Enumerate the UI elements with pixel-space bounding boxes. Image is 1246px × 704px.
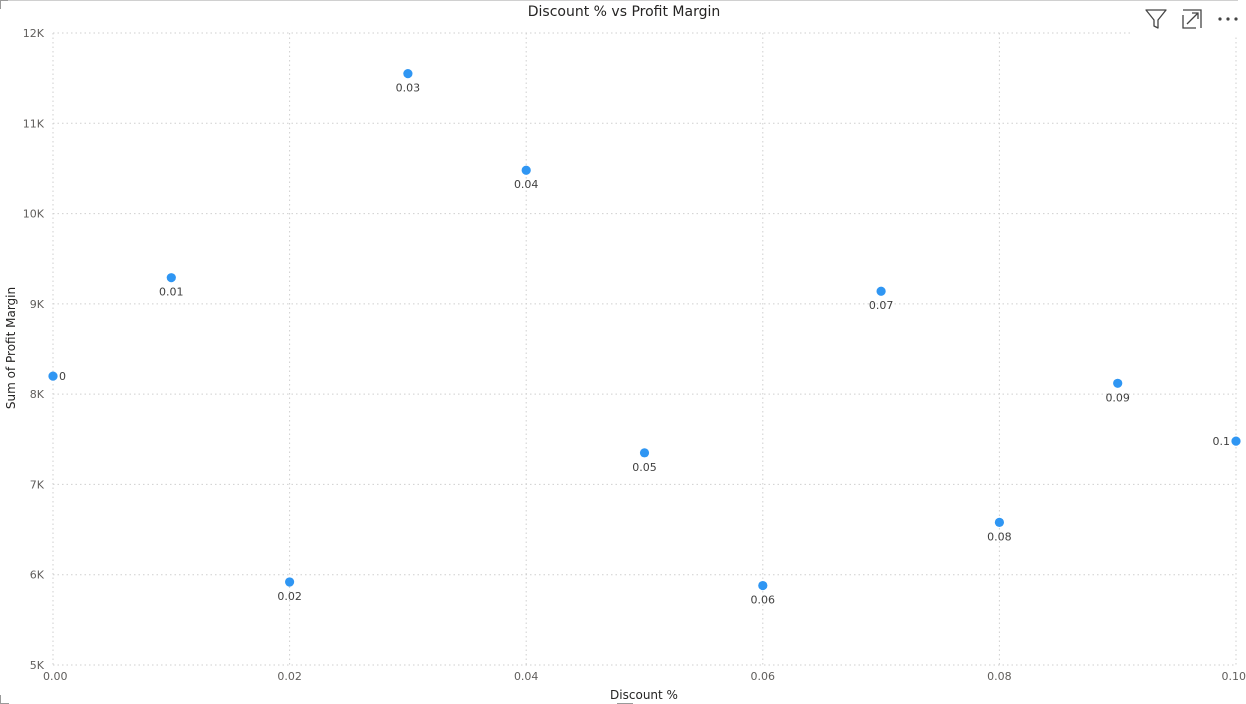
data-points: 0 0.01 0.02 0.03 0.04 0.05 0.06 0.07 0.08 0.09 0.1 bbox=[48, 69, 1241, 607]
data-point[interactable] bbox=[521, 165, 531, 175]
x-tick-label: 0.02 bbox=[277, 670, 302, 683]
focus-mode-button[interactable] bbox=[1178, 5, 1206, 33]
data-point[interactable] bbox=[166, 273, 176, 283]
data-point[interactable] bbox=[758, 580, 768, 591]
x-tick-label: 0.06 bbox=[751, 670, 776, 683]
data-label: 0 bbox=[59, 370, 66, 383]
data-point[interactable] bbox=[285, 577, 295, 587]
data-point[interactable] bbox=[48, 371, 58, 381]
data-label: 0.08 bbox=[987, 530, 1012, 543]
data-label: 0.01 bbox=[159, 286, 184, 299]
y-tick-label: 6K bbox=[30, 569, 45, 582]
y-tick-label: 7K bbox=[30, 478, 45, 491]
y-tick-label: 5K bbox=[30, 659, 45, 672]
grid-lines bbox=[52, 32, 1237, 666]
data-label: 0.02 bbox=[277, 590, 302, 603]
x-tick-label: 0.04 bbox=[514, 670, 539, 683]
data-point[interactable] bbox=[876, 286, 886, 296]
data-label: 0.09 bbox=[1105, 391, 1130, 404]
data-label: 0.04 bbox=[514, 178, 539, 191]
data-label: 0.1 bbox=[1213, 435, 1231, 448]
y-axis-ticks: 5K 6K 7K 8K 9K 10K 11K 12K bbox=[23, 27, 45, 672]
data-point[interactable] bbox=[994, 517, 1005, 527]
y-axis-title: Sum of Profit Margin bbox=[4, 287, 18, 409]
filter-button[interactable] bbox=[1142, 5, 1170, 33]
visual-header-toolbar bbox=[1130, 2, 1246, 36]
filter-icon bbox=[1145, 9, 1167, 29]
y-tick-label: 12K bbox=[23, 27, 45, 40]
y-tick-label: 8K bbox=[30, 388, 45, 401]
data-label: 0.03 bbox=[396, 82, 421, 95]
data-point[interactable] bbox=[1231, 436, 1241, 446]
x-tick-label: 0.08 bbox=[987, 670, 1012, 683]
x-axis-title: Discount % bbox=[610, 688, 678, 702]
data-point[interactable] bbox=[403, 69, 413, 79]
more-options-button[interactable] bbox=[1214, 5, 1242, 33]
x-tick-label: 0.10 bbox=[1222, 670, 1246, 683]
x-tick-label: 0.00 bbox=[43, 670, 68, 683]
visual-top-border bbox=[8, 0, 1238, 1]
data-point[interactable] bbox=[639, 448, 650, 458]
data-label: 0.07 bbox=[869, 299, 894, 312]
data-label: 0.06 bbox=[751, 594, 776, 607]
y-tick-label: 10K bbox=[23, 208, 45, 221]
data-label: 0.05 bbox=[632, 461, 657, 474]
more-options-icon bbox=[1218, 17, 1238, 21]
visual-corner-top-left bbox=[0, 0, 9, 9]
y-tick-label: 11K bbox=[23, 117, 45, 130]
chart-title: Discount % vs Profit Margin bbox=[528, 4, 720, 20]
data-point[interactable] bbox=[1113, 378, 1123, 388]
x-axis-ticks: 0.00 0.02 0.04 0.06 0.08 0.10 bbox=[43, 670, 1246, 683]
y-tick-label: 9K bbox=[30, 298, 45, 311]
focus-mode-icon bbox=[1182, 9, 1202, 29]
